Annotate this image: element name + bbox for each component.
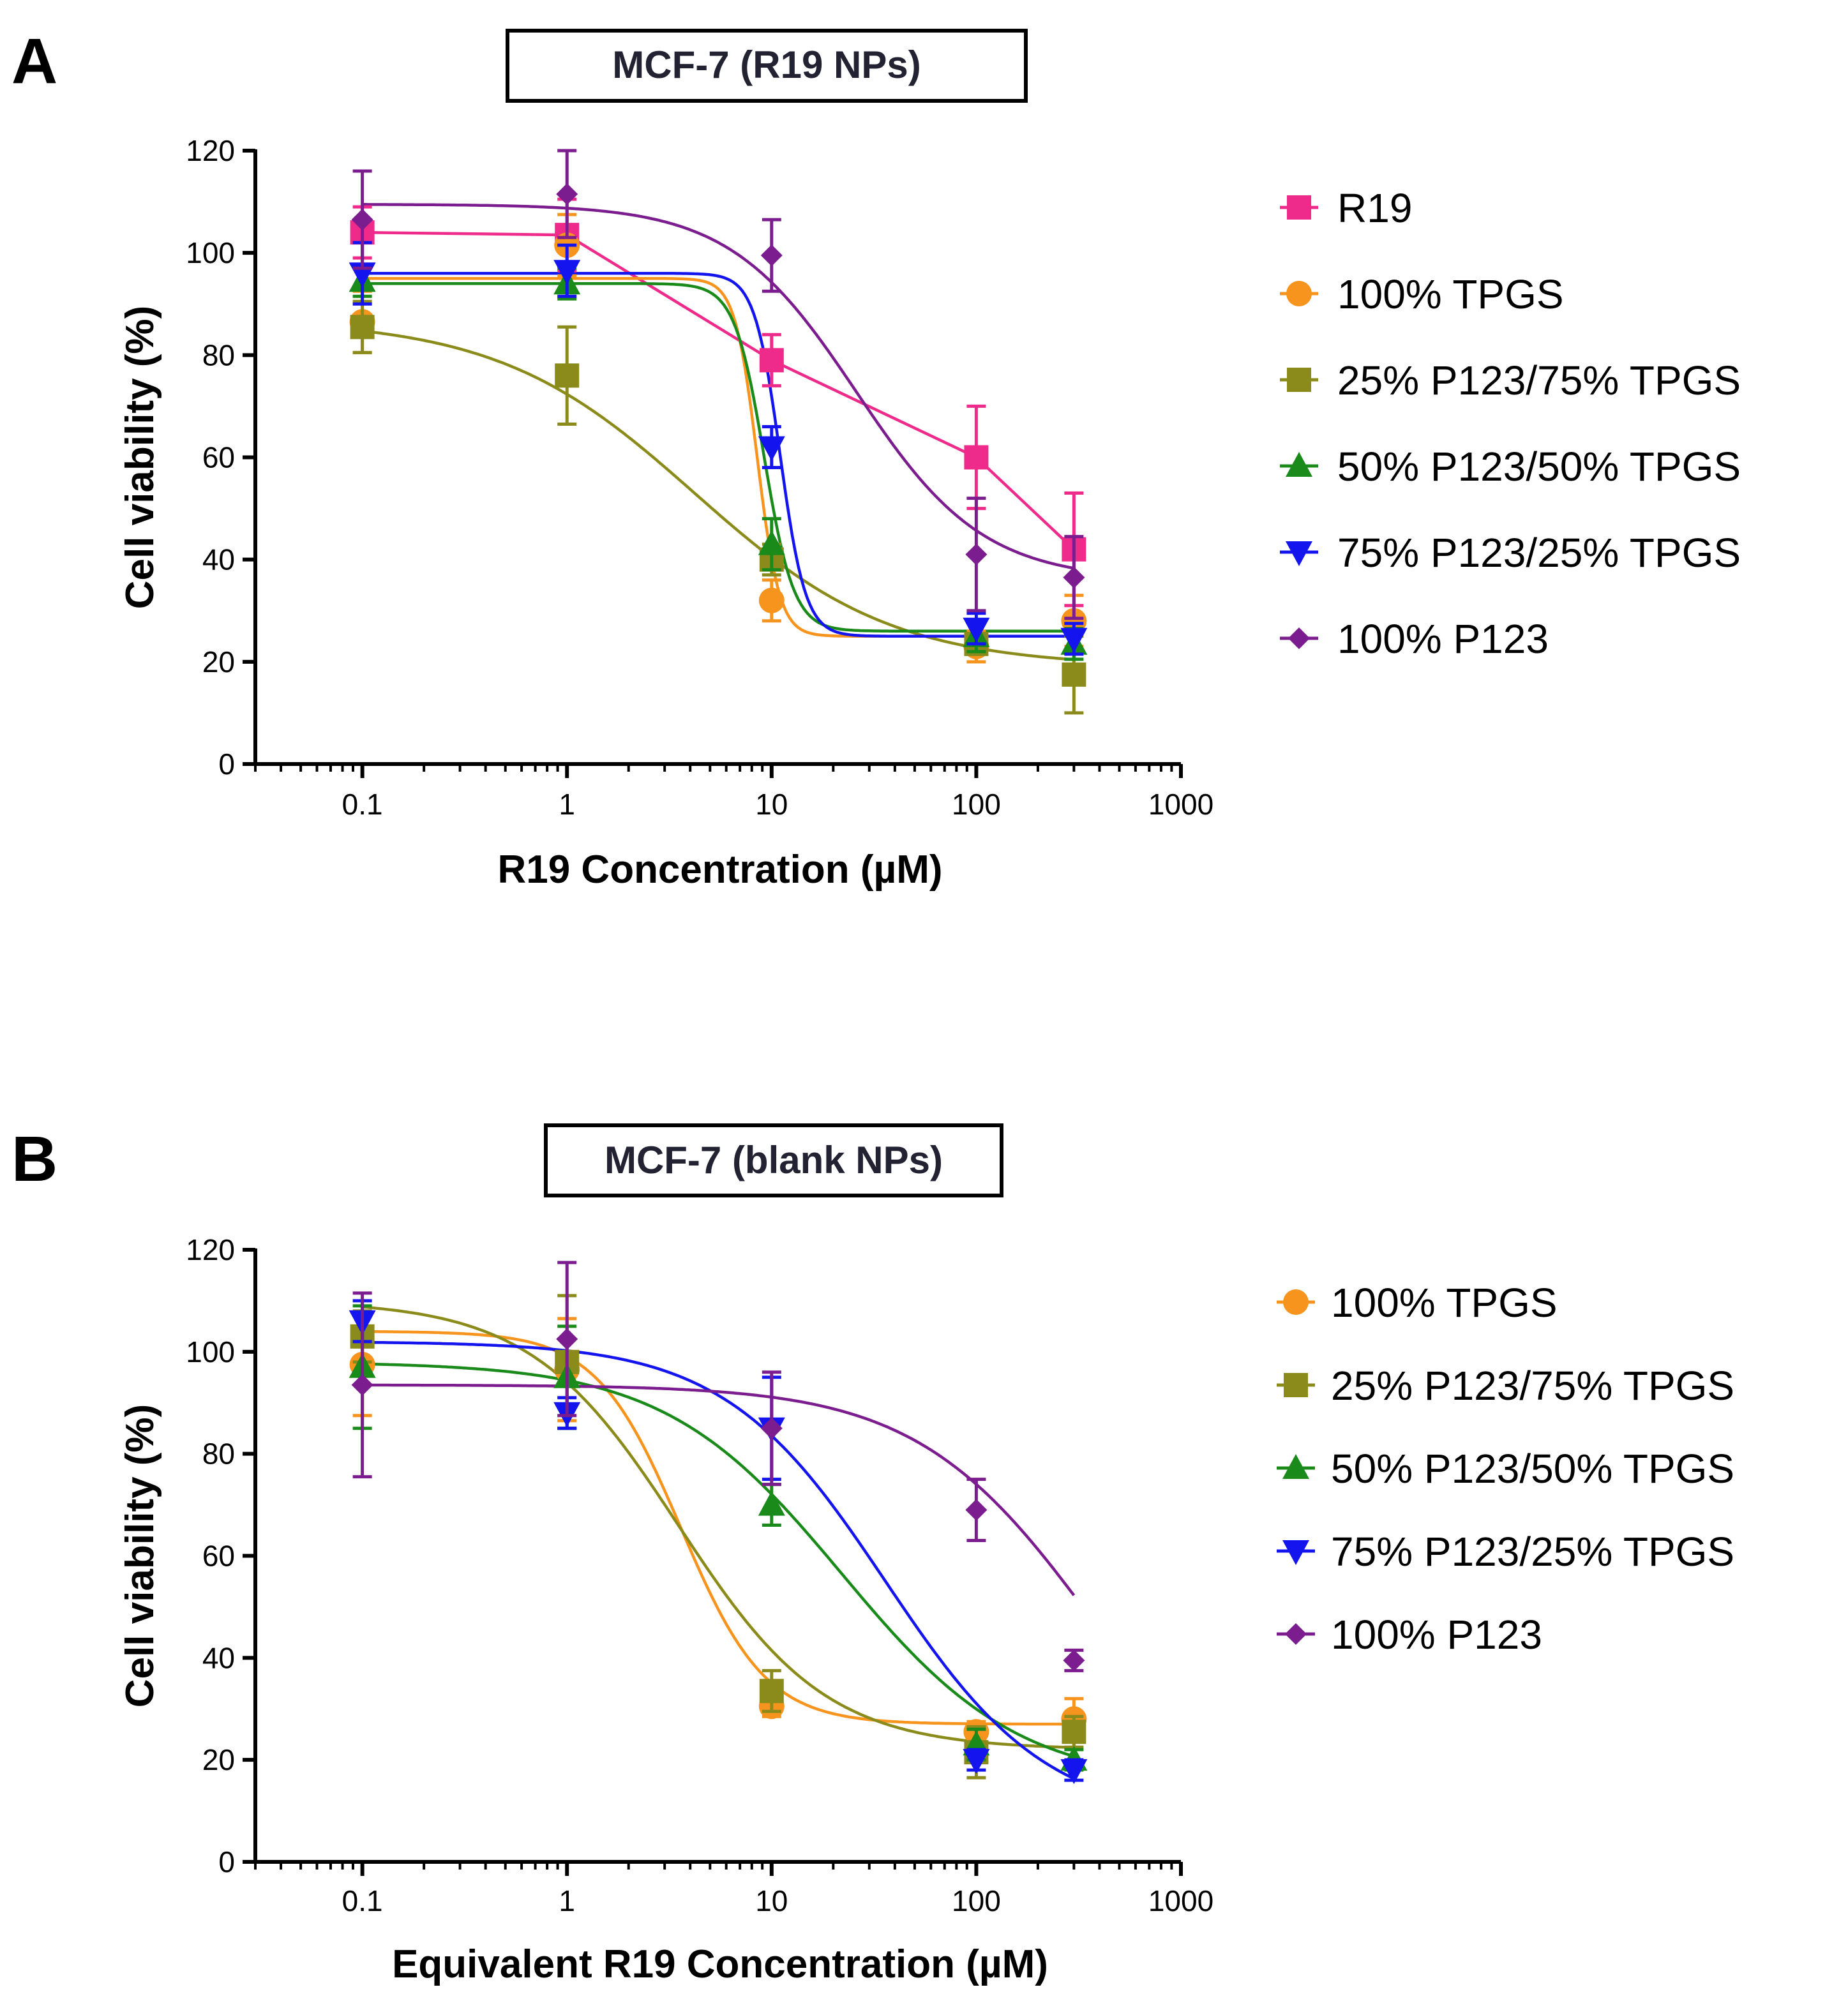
y-tick-label: 80 xyxy=(202,338,235,371)
legend-label: 50% P123/50% TPGS xyxy=(1331,1446,1734,1492)
x-tick-label: 10 xyxy=(755,788,788,821)
data-point xyxy=(760,1417,783,1439)
x-tick-label: 1000 xyxy=(1148,788,1213,821)
data-point xyxy=(556,1328,578,1350)
data-point xyxy=(1063,1649,1085,1672)
data-point xyxy=(963,617,990,643)
x-tick-label: 1 xyxy=(559,1884,575,1917)
data-point xyxy=(1060,627,1088,653)
y-tick-label: 80 xyxy=(202,1437,235,1471)
x-tick-label: 0.1 xyxy=(342,788,383,821)
legend-label: R19 xyxy=(1337,185,1412,231)
panel-a: A MCF-7 (R19 NPs) 0 20 40 60 80 100 120 0.1 1 10 1… xyxy=(11,26,1741,892)
legend-label: 25% P123/75% TPGS xyxy=(1331,1363,1734,1409)
series-line xyxy=(362,1362,1075,1758)
y-tick-label: 60 xyxy=(202,441,235,474)
legend-marker xyxy=(1285,1623,1307,1645)
y-tick-label: 120 xyxy=(186,1233,235,1266)
chart-title-box xyxy=(544,1123,1003,1197)
legend-marker xyxy=(1284,1373,1308,1397)
data-point xyxy=(963,1749,990,1774)
data-point xyxy=(965,1499,988,1521)
y-tick-label: 100 xyxy=(186,1335,235,1368)
x-axis-label: Equivalent R19 Concentration (µM) xyxy=(392,1942,1048,1986)
legend-marker xyxy=(1286,541,1312,566)
data-point xyxy=(555,363,580,388)
y-tick-label: 40 xyxy=(202,1641,235,1674)
panel-b: B MCF-7 (blank NPs) 0 20 40 60 80 100 120 0.1 1 1… xyxy=(11,1123,1734,1986)
data-point xyxy=(1062,1720,1086,1744)
panel-letter-b: B xyxy=(11,1123,57,1195)
x-tick-label: 100 xyxy=(952,1884,1001,1917)
y-tick-label: 20 xyxy=(202,1743,235,1776)
legend-label: 75% P123/25% TPGS xyxy=(1337,530,1741,576)
data-point xyxy=(758,1490,785,1516)
legend-label: 100% TPGS xyxy=(1337,271,1564,317)
data-point xyxy=(351,1374,373,1396)
data-point xyxy=(758,530,785,555)
y-tick-label: 40 xyxy=(202,543,235,576)
series-line xyxy=(362,1330,1074,1726)
chart-title-box xyxy=(506,29,1028,103)
series-line xyxy=(362,230,1075,551)
y-tick-label: 20 xyxy=(202,645,235,678)
y-tick-label: 0 xyxy=(218,747,235,781)
legend-label: 25% P123/75% TPGS xyxy=(1337,357,1741,403)
x-tick-label: 100 xyxy=(952,788,1001,821)
y-tick-label: 60 xyxy=(202,1540,235,1573)
x-tick-label: 0.1 xyxy=(342,1884,383,1917)
legend-label: 100% P123 xyxy=(1331,1612,1542,1658)
series-line xyxy=(362,329,1074,661)
data-point xyxy=(758,587,785,613)
y-tick-label: 120 xyxy=(186,134,235,167)
legend-marker xyxy=(1287,195,1311,220)
x-tick-label: 10 xyxy=(755,1884,788,1917)
data-point xyxy=(760,244,783,267)
y-tick-label: 100 xyxy=(186,236,235,269)
x-axis-label: R19 Concentration (µM) xyxy=(497,848,942,892)
x-tick-label: 1000 xyxy=(1148,1884,1213,1917)
data-point xyxy=(965,543,988,566)
legend-label: 100% TPGS xyxy=(1331,1280,1558,1326)
chart-title: MCF-7 (blank NPs) xyxy=(605,1139,943,1181)
series-line xyxy=(362,281,1074,633)
data-point xyxy=(556,183,578,206)
legend-marker xyxy=(1286,452,1312,477)
legend-marker xyxy=(1283,1289,1309,1315)
data-point xyxy=(350,315,375,340)
legend-marker xyxy=(1287,368,1311,392)
data-point xyxy=(964,445,989,470)
series-line xyxy=(362,1340,1075,1780)
legend-marker xyxy=(1282,1540,1309,1565)
data-point xyxy=(351,209,373,231)
y-tick-label: 0 xyxy=(218,1845,235,1878)
data-point xyxy=(759,1679,784,1704)
data-point xyxy=(553,260,581,285)
series-line xyxy=(362,1305,1074,1750)
data-point xyxy=(1062,662,1086,687)
legend-marker xyxy=(1282,1454,1309,1479)
legend-label: 100% P123 xyxy=(1337,616,1549,662)
y-axis-label: Cell viability (%) xyxy=(118,306,162,609)
legend-label: 50% P123/50% TPGS xyxy=(1337,444,1741,490)
series-line xyxy=(362,1383,1076,1596)
x-tick-label: 1 xyxy=(559,788,575,821)
legend-marker xyxy=(1286,281,1312,306)
series-line xyxy=(362,203,1074,570)
data-point xyxy=(759,348,784,373)
data-point xyxy=(1060,1759,1088,1785)
chart-title: MCF-7 (R19 NPs) xyxy=(612,43,920,86)
series-line xyxy=(362,271,1074,638)
data-point xyxy=(758,436,785,461)
legend-label: 75% P123/25% TPGS xyxy=(1331,1529,1734,1575)
y-axis-label: Cell viability (%) xyxy=(118,1404,162,1707)
panel-letter-a: A xyxy=(11,26,57,97)
legend-marker xyxy=(1288,627,1310,649)
data-point xyxy=(1063,566,1085,588)
